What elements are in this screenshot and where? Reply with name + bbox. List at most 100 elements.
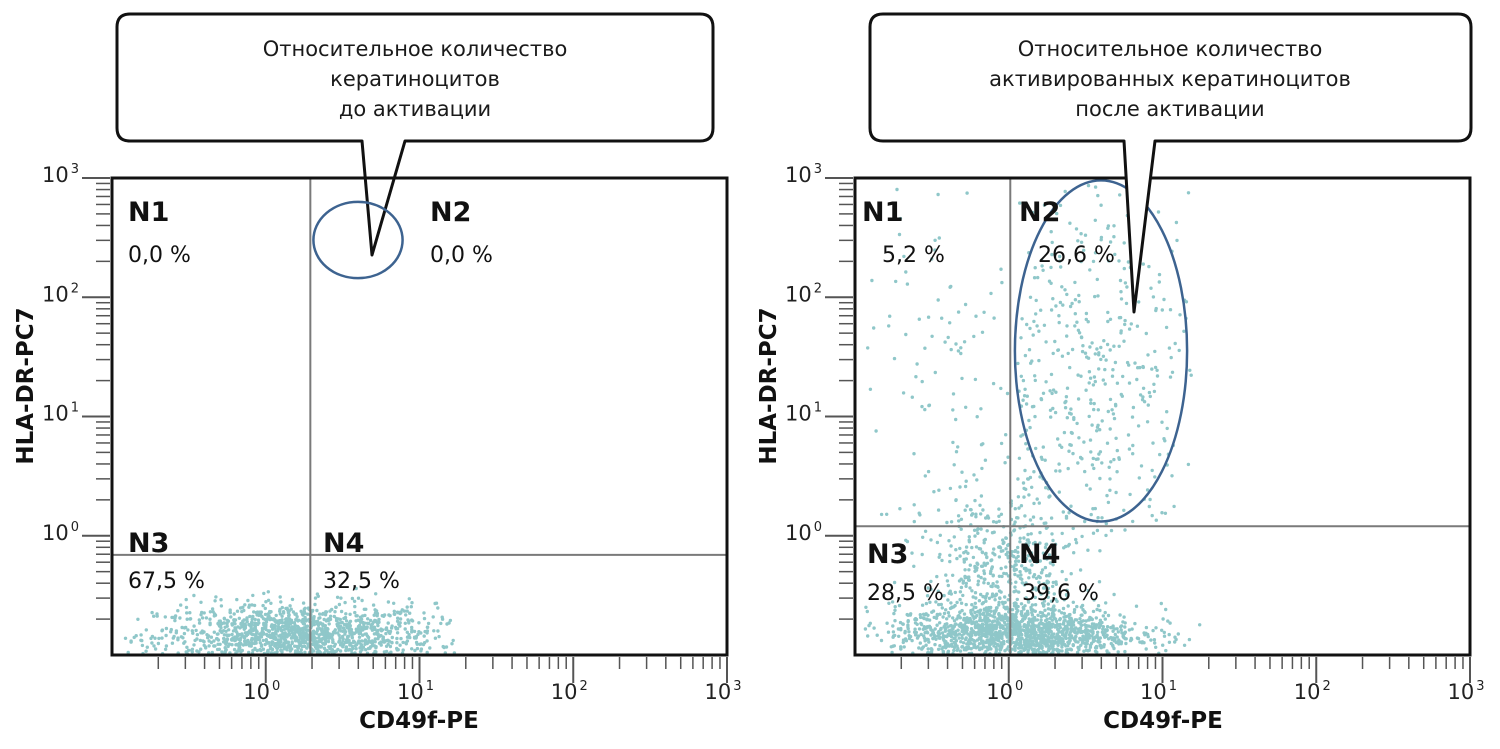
event-dot — [985, 610, 989, 615]
event-dot — [959, 527, 963, 531]
event-dot — [865, 609, 869, 614]
event-dot — [1111, 368, 1115, 372]
event-dot — [1167, 346, 1172, 350]
event-dot — [962, 627, 967, 631]
event-dot — [447, 621, 451, 625]
event-dot — [184, 650, 188, 654]
event-dot — [982, 541, 986, 545]
event-dot — [327, 622, 331, 626]
event-dot — [247, 622, 251, 627]
event-dot — [1123, 318, 1127, 323]
event-dot — [395, 610, 400, 614]
event-dot — [1051, 406, 1055, 411]
event-dot — [414, 640, 419, 645]
event-dot — [1126, 433, 1131, 437]
event-dot — [310, 632, 314, 637]
event-dot — [980, 466, 984, 471]
event-dot — [918, 641, 922, 645]
event-dot — [1051, 297, 1055, 301]
event-dot — [1158, 452, 1162, 457]
event-dot — [316, 622, 321, 626]
event-dot — [1109, 641, 1114, 646]
event-dot — [1016, 574, 1020, 578]
event-dot — [1128, 492, 1132, 497]
event-dot — [303, 640, 308, 644]
event-dot — [1042, 203, 1047, 207]
event-dot — [331, 632, 335, 637]
event-dot — [1026, 477, 1030, 481]
event-dot — [1049, 642, 1053, 646]
quadrant-n2-name: N2 — [1019, 197, 1060, 228]
event-dot — [1004, 536, 1008, 540]
event-dot — [872, 326, 876, 330]
event-dot — [290, 625, 294, 629]
event-dot — [1098, 428, 1102, 432]
event-dot — [155, 614, 159, 618]
event-dot — [970, 603, 974, 607]
event-dot — [1028, 568, 1032, 572]
event-dot — [1147, 390, 1152, 395]
event-dot — [1056, 650, 1061, 655]
event-dot — [229, 615, 233, 619]
event-dot — [1054, 304, 1058, 308]
event-dot — [1104, 521, 1109, 526]
event-dot — [1111, 412, 1116, 416]
event-dot — [1087, 618, 1092, 622]
event-dot — [1048, 408, 1053, 412]
event-dot — [269, 601, 273, 605]
event-dot — [972, 643, 977, 647]
event-dot — [313, 645, 318, 649]
event-dot — [153, 647, 158, 651]
event-dot — [361, 626, 365, 630]
event-dot — [1040, 571, 1044, 575]
event-dot — [958, 546, 962, 551]
event-dot — [951, 408, 955, 412]
event-dot — [1108, 477, 1112, 481]
event-dot — [917, 511, 921, 515]
event-dot — [337, 621, 341, 625]
event-dot — [163, 615, 167, 619]
event-dot — [236, 637, 241, 641]
quadrant-n1-percent: 0,0 % — [128, 243, 191, 268]
event-dot — [918, 613, 922, 617]
event-dot — [1024, 633, 1029, 638]
event-dot — [976, 527, 980, 531]
event-dot — [905, 282, 910, 286]
event-dot — [316, 647, 320, 651]
event-dot — [396, 616, 400, 620]
event-dot — [1024, 542, 1029, 546]
event-dot — [1058, 203, 1063, 208]
event-dot — [1071, 628, 1075, 633]
event-dot — [1091, 609, 1096, 614]
event-dot — [925, 594, 930, 598]
event-dot — [1161, 643, 1165, 647]
event-dot — [1019, 336, 1023, 340]
event-dot — [997, 589, 1002, 593]
event-dot — [145, 645, 149, 649]
event-dot — [956, 445, 960, 449]
event-dot — [1040, 568, 1045, 572]
event-dot — [364, 648, 368, 652]
event-dot — [985, 555, 989, 560]
event-dot — [1140, 398, 1145, 402]
event-dot — [279, 645, 283, 649]
event-dot — [1026, 612, 1030, 616]
event-dot — [930, 257, 934, 261]
event-dot — [374, 592, 378, 596]
event-dot — [260, 615, 264, 619]
event-dot — [1168, 308, 1173, 312]
event-dot — [1059, 265, 1063, 269]
event-dot — [284, 617, 288, 622]
event-dot — [212, 639, 216, 643]
event-dot — [338, 649, 343, 653]
event-dot — [1000, 614, 1004, 618]
event-dot — [215, 632, 220, 636]
y-tick-exponent: 0 — [71, 520, 79, 535]
event-dot — [994, 634, 998, 638]
event-dot — [1016, 626, 1020, 630]
event-dot — [306, 642, 310, 647]
event-dot — [949, 347, 953, 352]
event-dot — [1136, 636, 1141, 641]
event-dot — [991, 520, 996, 524]
event-dot — [379, 640, 383, 644]
